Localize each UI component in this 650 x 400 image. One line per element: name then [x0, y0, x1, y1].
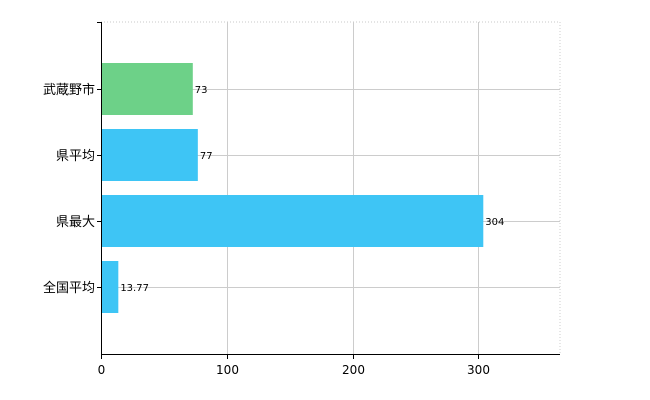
data-label-0: 73 [195, 85, 208, 96]
bar-1 [102, 129, 198, 181]
data-label-2: 304 [485, 217, 504, 228]
category-label-0: 武蔵野市 [43, 82, 95, 98]
x-tick-label-100: 100 [216, 363, 239, 377]
category-label-3: 全国平均 [43, 280, 95, 296]
bar-3 [102, 261, 119, 313]
bar-0 [102, 63, 193, 115]
data-label-1: 77 [200, 151, 213, 162]
x-tick-label-300: 300 [467, 363, 490, 377]
x-tick-label-0: 0 [98, 363, 106, 377]
category-label-1: 県平均 [56, 149, 95, 164]
labels: 73 武蔵野市 77 県平均 304 県最大 13.77 全国平均 0 100 200 300 [43, 82, 504, 377]
category-label-2: 県最大 [56, 215, 95, 230]
data-label-3: 13.77 [120, 283, 149, 294]
bars [102, 63, 484, 313]
bar-2 [102, 195, 484, 247]
x-tick-label-200: 200 [342, 363, 365, 377]
axes [97, 22, 560, 359]
